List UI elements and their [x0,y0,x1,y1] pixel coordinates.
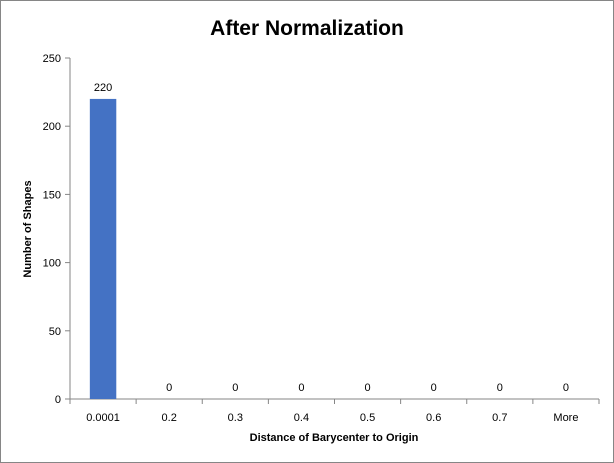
chart-title: After Normalization [210,17,404,40]
x-tick-label: 0.7 [492,412,507,424]
x-tick-label: 0.0001 [86,412,120,424]
x-tick-label: More [553,412,578,424]
data-label: 0 [431,382,437,394]
y-axis-title: Number of Shapes [22,180,34,277]
y-tick-label: 50 [49,326,61,338]
y-tick-label: 150 [43,189,61,201]
bar-0.0001 [89,98,117,400]
y-tick-label: 250 [43,53,61,65]
x-tick-label: 0.2 [162,412,177,424]
x-tick-label: 0.4 [294,412,309,424]
data-label: 0 [232,382,238,394]
y-tick-label: 200 [43,121,61,133]
data-label: 0 [365,382,371,394]
x-tick-label: 0.5 [360,412,375,424]
x-tick-label: 0.3 [228,412,243,424]
data-label: 220 [94,82,112,94]
data-label: 0 [166,382,172,394]
y-tick-label: 100 [43,258,61,270]
y-tick-label: 0 [55,394,61,406]
plot-area: 0 50 100 150 200 250 0.0001 220 0.2 0 0.3 0 0.4 0 0.5 0… [43,53,600,424]
data-label: 0 [497,382,503,394]
x-axis-title: Distance of Barycenter to Origin [250,432,419,444]
x-tick-label: 0.6 [426,412,441,424]
data-label: 0 [298,382,304,394]
data-label: 0 [563,382,569,394]
